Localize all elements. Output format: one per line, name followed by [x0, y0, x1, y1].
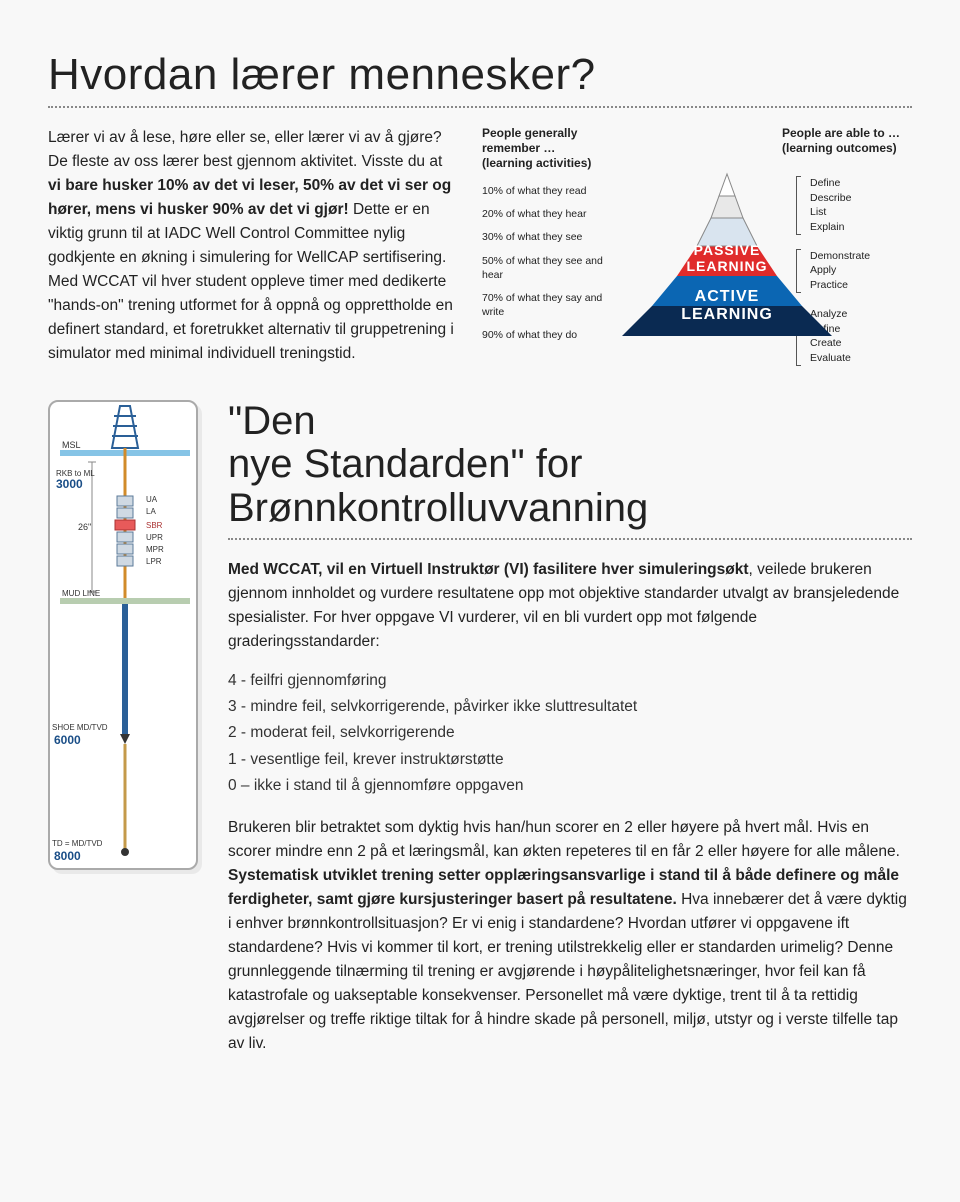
svg-text:MUD LINE: MUD LINE: [62, 589, 100, 598]
s2-intro: Med WCCAT, vil en Virtuell Instruktør (V…: [228, 558, 912, 654]
pb-right-l1: People are able to …: [782, 126, 912, 141]
passive-learning-label: PASSIVELEARNING: [637, 242, 817, 274]
s2-outro: Brukeren blir betraktet som dyktig hvis …: [228, 816, 912, 1056]
grade-2: 2 - moderat feil, selvkorrigerende: [228, 720, 912, 746]
grade-list: 4 - feilfri gjennomføring 3 - mindre fei…: [228, 668, 912, 800]
s2-intro-a: Med WCCAT, vil en Virtuell Instruktør (V…: [228, 561, 749, 578]
svg-text:6000: 6000: [54, 733, 81, 747]
section-2-body: "Den nye Standarden" for Brønnkontrolluv…: [228, 400, 912, 1070]
pct-20: 20% of what they hear: [482, 207, 612, 221]
pct-30: 30% of what they see: [482, 230, 612, 244]
svg-text:UPR: UPR: [146, 533, 163, 542]
intro-c: Dette er en viktig grunn til at IADC Wel…: [48, 201, 454, 362]
well-illustration: MSL RKB to ML 3000 26" UA LA SBR UPR MPR…: [48, 400, 208, 1070]
grade-1: 1 - vesentlige feil, krever instruktørst…: [228, 747, 912, 773]
pct-10: 10% of what they read: [482, 184, 612, 198]
svg-text:LA: LA: [146, 507, 156, 516]
svg-text:LPR: LPR: [146, 557, 162, 566]
grade-4: 4 - feilfri gjennomføring: [228, 668, 912, 694]
pyramid-graphic: PASSIVELEARNING ACTIVELEARNING: [622, 156, 832, 336]
svg-text:MSL: MSL: [62, 440, 81, 450]
subtitle-b: nye Standarden" for: [228, 442, 582, 486]
pyramid-left-list: 10% of what they read 20% of what they h…: [482, 184, 612, 351]
og3-d: Evaluate: [810, 351, 912, 366]
well-svg: MSL RKB to ML 3000 26" UA LA SBR UPR MPR…: [50, 402, 200, 872]
pyramid-left-heading: People generally remember … (learning ac…: [482, 126, 622, 171]
well-box: MSL RKB to ML 3000 26" UA LA SBR UPR MPR…: [48, 400, 198, 870]
learning-pyramid: People generally remember … (learning ac…: [482, 126, 912, 366]
pyramid-right-heading: People are able to … (learning outcomes): [782, 126, 912, 156]
pb-left-l1: People generally: [482, 126, 622, 141]
active-learning-label: ACTIVELEARNING: [637, 288, 817, 325]
intro-paragraph: Lærer vi av å lese, høre eller se, eller…: [48, 126, 458, 366]
subtitle: "Den nye Standarden" for Brønnkontrolluv…: [228, 400, 912, 540]
svg-text:3000: 3000: [56, 477, 83, 491]
top-row: Lærer vi av å lese, høre eller se, eller…: [48, 126, 912, 366]
s2-out-a: Brukeren blir betraktet som dyktig hvis …: [228, 819, 900, 860]
pb-left-l2: remember …: [482, 141, 622, 156]
grade-0: 0 – ikke i stand til å gjennomføre oppga…: [228, 773, 912, 799]
subtitle-c: Brønnkontrolluvvanning: [228, 486, 648, 530]
pct-70: 70% of what they say and write: [482, 291, 612, 319]
svg-text:8000: 8000: [54, 849, 81, 863]
subtitle-a: "Den: [228, 399, 316, 443]
s2-out-c: Hva innebærer det å være dyktig i enhver…: [228, 891, 907, 1052]
svg-text:SHOE MD/TVD: SHOE MD/TVD: [52, 723, 108, 732]
section-2: MSL RKB to ML 3000 26" UA LA SBR UPR MPR…: [48, 400, 912, 1070]
svg-text:TD = MD/TVD: TD = MD/TVD: [52, 839, 103, 848]
svg-text:MPR: MPR: [146, 545, 164, 554]
svg-text:26": 26": [78, 522, 91, 532]
svg-text:UA: UA: [146, 495, 158, 504]
page-title: Hvordan lærer mennesker?: [48, 50, 912, 108]
pb-left-l3: (learning activities): [482, 156, 622, 171]
svg-text:SBR: SBR: [146, 521, 163, 530]
pct-90: 90% of what they do: [482, 328, 612, 342]
grade-3: 3 - mindre feil, selvkorrigerende, påvir…: [228, 694, 912, 720]
pb-right-l2: (learning outcomes): [782, 141, 912, 156]
intro-a: Lærer vi av å lese, høre eller se, eller…: [48, 129, 442, 170]
pct-50: 50% of what they see and hear: [482, 254, 612, 282]
